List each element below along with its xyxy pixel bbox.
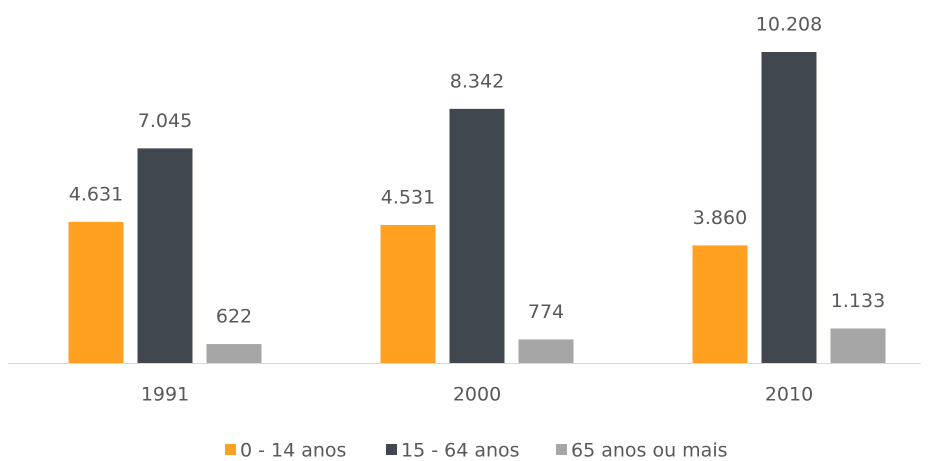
data-label: 4.631 bbox=[69, 183, 123, 205]
bar bbox=[137, 148, 193, 363]
bar bbox=[68, 221, 124, 363]
bar bbox=[206, 344, 262, 363]
data-label: 3.860 bbox=[693, 207, 747, 229]
bar bbox=[449, 108, 505, 363]
data-label: 622 bbox=[216, 306, 252, 328]
data-label: 774 bbox=[528, 301, 564, 323]
bar bbox=[830, 328, 886, 363]
bar bbox=[518, 339, 574, 363]
data-label: 10.208 bbox=[756, 14, 822, 36]
bar bbox=[380, 224, 436, 363]
legend-swatch bbox=[556, 444, 567, 455]
x-tick-label: 1991 bbox=[141, 384, 189, 406]
data-label: 7.045 bbox=[138, 110, 192, 132]
x-tick-label: 2010 bbox=[765, 384, 813, 406]
legend-label: 0 - 14 anos bbox=[240, 440, 346, 461]
legend-swatch bbox=[386, 444, 397, 455]
bar bbox=[761, 52, 817, 363]
legend-swatch bbox=[225, 444, 236, 455]
data-label: 8.342 bbox=[450, 70, 504, 92]
data-label: 1.133 bbox=[831, 290, 885, 312]
x-tick-label: 2000 bbox=[453, 384, 501, 406]
legend-label: 15 - 64 anos bbox=[401, 440, 520, 461]
bar bbox=[692, 245, 748, 363]
data-label: 4.531 bbox=[381, 186, 435, 208]
legend-label: 65 anos ou mais bbox=[571, 440, 728, 461]
